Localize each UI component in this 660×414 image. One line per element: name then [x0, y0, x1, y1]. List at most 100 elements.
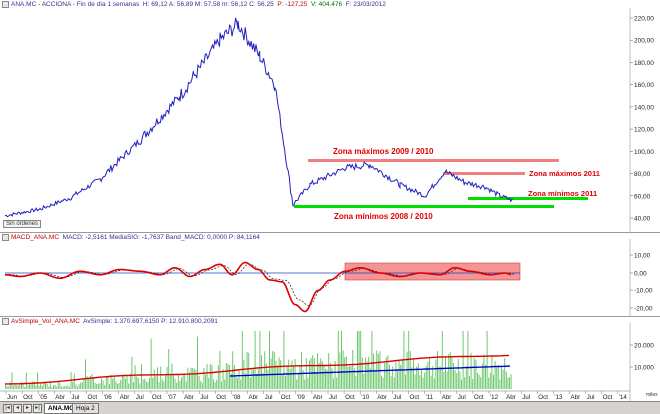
panel-menu-icon[interactable] — [2, 1, 9, 8]
x-axis-label: '13 — [554, 394, 563, 401]
volume-bar — [475, 359, 477, 389]
volume-bar — [401, 359, 403, 389]
volume-bar — [445, 357, 446, 389]
volume-bar — [350, 366, 352, 389]
volume-bar — [198, 376, 200, 389]
x-axis-label: Oct — [603, 394, 613, 401]
volume-bar — [139, 383, 141, 389]
volume-bar — [150, 338, 152, 389]
volume-bar — [296, 379, 298, 389]
volume-bar — [169, 374, 171, 389]
volume-bar — [382, 377, 384, 389]
volume-bar — [80, 382, 82, 389]
volume-bar — [115, 381, 117, 389]
volume-bar — [390, 376, 392, 389]
volume-bar — [502, 369, 504, 389]
volume-bar — [174, 378, 176, 389]
volume-bar — [145, 381, 147, 389]
volume-bar — [265, 363, 267, 389]
volume-bar — [315, 371, 317, 389]
prev-sheet-button[interactable]: ◂ — [13, 404, 22, 413]
volume-bar — [14, 384, 16, 389]
volume-panel: AvSimple_Vol_ANA.MC AvSimple: 1.370.697,… — [0, 316, 660, 402]
macd-chart[interactable]: 10,00 0,00 -10,00 -20,00 — [0, 233, 660, 317]
volume-bar — [203, 368, 205, 389]
volume-bar — [153, 369, 155, 389]
annotation-min-2008-2010: Zona mínimos 2008 / 2010 — [334, 212, 433, 221]
volume-bar — [269, 331, 270, 389]
volume-bar — [216, 379, 218, 389]
volume-bar — [374, 369, 376, 389]
volume-bar — [30, 384, 32, 389]
next-sheet-button[interactable]: ▸ — [23, 404, 32, 413]
volume-bar — [329, 363, 331, 389]
volume-bar — [40, 383, 42, 389]
volume-bar — [193, 368, 195, 389]
volume-bar — [249, 377, 251, 389]
volume-bar — [501, 366, 502, 389]
volume-bar — [499, 379, 501, 389]
volume-average-blue-line — [229, 365, 511, 377]
zone-min-2011 — [468, 197, 588, 200]
volume-bar — [19, 382, 21, 389]
volume-bar — [496, 367, 498, 389]
volume-bar — [35, 385, 37, 389]
volume-bar — [181, 377, 182, 389]
volume-bar — [91, 374, 93, 389]
x-axis-label: Abr — [442, 394, 452, 401]
volume-bar — [392, 366, 394, 389]
volume-bar — [472, 379, 474, 389]
volume-bar — [381, 375, 382, 389]
volume-bar — [400, 364, 402, 389]
x-axis-label: '10 — [361, 394, 370, 401]
panel-menu-icon[interactable] — [2, 318, 9, 325]
volume-bar — [494, 361, 496, 389]
volume-bar — [272, 351, 274, 389]
volume-bar — [417, 363, 419, 389]
annotation-min-2011: Zona mínimos 2011 — [528, 189, 597, 198]
volume-bar — [11, 372, 13, 389]
volume-bar — [89, 376, 91, 389]
volume-bar — [430, 375, 432, 389]
volume-tick-label: 10.000 — [634, 365, 654, 372]
price-tick-label: 180,00 — [634, 60, 654, 67]
volume-bar — [432, 366, 434, 389]
first-sheet-button[interactable]: |◂ — [3, 404, 12, 413]
volume-bar — [43, 382, 45, 389]
tab-hoja-2[interactable]: Hoja 2 — [72, 403, 99, 414]
volume-bar — [113, 376, 115, 389]
volume-bar — [451, 357, 453, 389]
x-axis-label: Jul — [71, 394, 79, 401]
volume-bar — [286, 365, 288, 389]
volume-bar — [429, 357, 430, 389]
volume-bar — [331, 368, 333, 389]
volume-bar — [485, 364, 486, 389]
volume-bar — [440, 366, 442, 389]
volume-bar — [411, 367, 413, 389]
volume-bar — [333, 378, 334, 389]
volume-bar — [453, 363, 454, 389]
volume-bar — [491, 356, 493, 389]
volume-bar — [129, 373, 131, 389]
volume-bar — [176, 382, 178, 389]
volume-bar — [264, 351, 266, 389]
volume-bar — [478, 374, 480, 389]
volume-bar — [257, 369, 259, 389]
volume-bar — [486, 331, 488, 389]
volume-bar — [209, 363, 211, 389]
macd-tick-label: -10,00 — [634, 288, 653, 295]
volume-bar — [267, 370, 269, 389]
volume-bar — [240, 379, 242, 389]
volume-chart[interactable]: 20.000 10.000 miles Jun Oct '05 Abr Jul Oct '06 A… — [0, 317, 660, 402]
price-chart[interactable]: 220,00 200,00 180,00 160,00 140,00 120,00 100,… — [0, 0, 660, 232]
volume-bar — [144, 378, 146, 389]
panel-menu-icon[interactable] — [2, 234, 9, 241]
last-sheet-button[interactable]: ▸| — [33, 404, 42, 413]
volume-bar — [86, 376, 88, 389]
volume-bar — [123, 374, 125, 389]
volume-bar — [355, 376, 357, 389]
volume-bar — [190, 367, 192, 389]
volume-bar — [16, 385, 18, 389]
x-axis-label: '06 — [104, 394, 113, 401]
sin-ordenes-button[interactable]: Sin órdenes — [3, 220, 42, 228]
